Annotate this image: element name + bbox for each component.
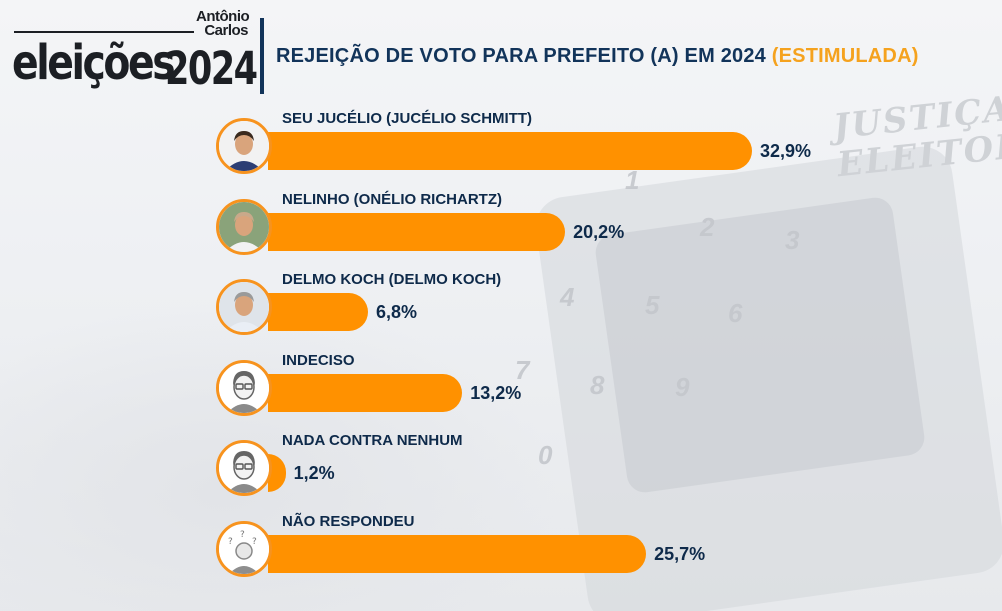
logo-word: eleições (12, 35, 176, 91)
chart-title: REJEIÇÃO DE VOTO PARA PREFEITO (A) EM 20… (276, 45, 919, 68)
background-digit: 1 (625, 165, 640, 195)
header-divider (260, 18, 264, 94)
bar (268, 373, 463, 412)
photo-man-dark-hair-icon (216, 118, 272, 174)
data-label: 1,2% (293, 463, 335, 483)
chart-title-accent: (ESTIMULADA) (771, 45, 919, 67)
logo-rule (14, 31, 194, 33)
category-label: SEU JUCÉLIO (JUCÉLIO SCHMITT) (282, 110, 533, 127)
background-keypad (593, 195, 927, 495)
background-digit: 6 (728, 298, 743, 328)
bar (268, 293, 369, 331)
background-digit: 3 (785, 225, 800, 255)
category-label: NADA CONTRA NENHUM (282, 432, 463, 449)
category-label: NÃO RESPONDEU (282, 512, 415, 530)
photo-man-grey-hair-icon (216, 279, 272, 335)
data-label: 25,7% (654, 543, 706, 564)
logo-year: 2024 (165, 42, 258, 95)
category-label: INDECISO (282, 351, 355, 369)
data-label: 32,9% (760, 141, 812, 161)
bar (268, 534, 647, 573)
background-digit: 5 (645, 290, 660, 320)
svg-text:?: ? (240, 530, 245, 540)
chart-title-main: REJEIÇÃO DE VOTO PARA PREFEITO (A) EM 20… (276, 45, 766, 67)
background-digit: 4 (560, 282, 575, 312)
background-digit: 7 (515, 355, 530, 385)
data-label: 13,2% (470, 382, 522, 403)
bar (268, 132, 752, 170)
background-digit: 0 (538, 440, 553, 470)
bar (268, 212, 566, 251)
logo-author: Antônio Carlos (196, 8, 250, 39)
background-digit: 2 (700, 212, 715, 242)
data-label: 6,8% (376, 302, 418, 322)
person-glasses-icon (216, 440, 272, 496)
category-label: DELMO KOCH (DELMO KOCH) (282, 271, 502, 288)
category-label: NELINHO (ONÉLIO RICHARTZ) (282, 190, 502, 208)
svg-text:?: ? (252, 537, 257, 547)
background-digit: 8 (590, 370, 605, 400)
background-sign: JUSTIÇA ELEITORAL (831, 88, 1002, 186)
bar (268, 454, 286, 492)
photo-man-bald-icon (216, 198, 272, 255)
person-glasses-icon (216, 359, 272, 416)
background-digit: 9 (675, 372, 690, 402)
person-question-marks-icon: ??? (216, 520, 272, 577)
svg-text:?: ? (228, 537, 233, 547)
data-label: 20,2% (573, 221, 625, 242)
